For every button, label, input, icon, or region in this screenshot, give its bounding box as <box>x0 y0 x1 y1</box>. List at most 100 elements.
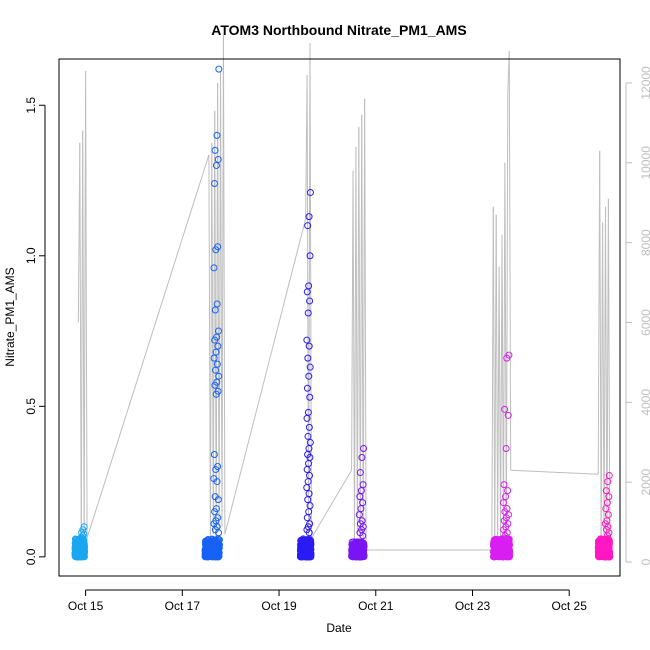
data-point <box>505 537 513 545</box>
line-segment <box>364 98 367 551</box>
data-point <box>306 553 314 561</box>
data-point <box>303 514 311 522</box>
data-point <box>304 432 312 440</box>
data-point <box>300 551 308 559</box>
data-point <box>210 354 218 362</box>
data-point <box>358 553 366 561</box>
line-segment <box>85 70 88 539</box>
data-point <box>491 544 499 552</box>
data-point <box>215 529 223 537</box>
data-point <box>215 372 223 380</box>
data-point <box>214 496 222 504</box>
data-point <box>212 390 220 398</box>
data-point <box>600 540 608 548</box>
data-point <box>210 264 218 272</box>
data-point <box>211 146 219 154</box>
data-point <box>211 306 219 314</box>
data-point <box>303 288 311 296</box>
data-point <box>297 541 305 549</box>
data-point <box>501 543 509 551</box>
y-tick-label: 1.5 <box>24 97 38 114</box>
data-point <box>356 493 364 501</box>
x-tick-label: Oct 15 <box>68 599 104 613</box>
data-point <box>358 454 366 461</box>
y2-tick-label: 0 <box>639 558 650 565</box>
data-point <box>213 360 221 368</box>
data-point <box>72 552 80 560</box>
data-point <box>303 414 311 422</box>
data-point <box>214 342 222 350</box>
points-layer <box>71 65 614 561</box>
y2-tick-label: 12000 <box>639 66 650 100</box>
x-tick-label: Oct 21 <box>358 599 394 613</box>
data-point <box>359 532 367 540</box>
data-point <box>307 538 315 546</box>
line-segment <box>311 469 353 539</box>
data-point <box>213 478 221 486</box>
data-point <box>212 246 220 254</box>
x-tick-label: Oct 23 <box>455 599 491 613</box>
data-point <box>349 541 357 549</box>
data-point <box>298 538 306 546</box>
data-point <box>305 372 313 380</box>
y-axis-label: Nitrate_PM1_AMS <box>3 267 17 366</box>
plot-frame <box>58 58 621 577</box>
y2-tick-label: 4000 <box>639 389 650 416</box>
data-point <box>504 487 512 495</box>
data-point <box>79 532 87 540</box>
data-point <box>80 550 88 558</box>
data-point <box>350 553 358 561</box>
data-point <box>201 539 209 547</box>
data-point <box>303 484 311 492</box>
data-point <box>602 505 610 513</box>
series-1 <box>71 523 89 561</box>
series-4 <box>348 444 368 561</box>
y2-tick-label: 2000 <box>639 469 650 496</box>
data-point <box>208 544 216 552</box>
data-point <box>213 300 221 308</box>
data-point <box>303 466 311 474</box>
x-tick-label: Oct 17 <box>165 599 201 613</box>
data-point <box>504 411 512 419</box>
x-axis-label: Date <box>326 621 352 635</box>
data-point <box>493 546 501 554</box>
data-point <box>355 511 363 519</box>
line-segment <box>86 154 210 539</box>
y-tick-label: 0.0 <box>24 548 38 565</box>
data-point <box>77 533 85 541</box>
data-point <box>605 542 613 550</box>
data-point <box>306 297 314 305</box>
data-point <box>214 327 222 335</box>
line-segment <box>599 150 602 547</box>
data-point <box>213 131 221 139</box>
line-segment <box>495 214 499 539</box>
data-point <box>211 508 219 516</box>
data-point <box>497 550 505 558</box>
data-point <box>211 366 219 374</box>
data-point <box>212 466 220 474</box>
data-point <box>306 393 314 401</box>
data-point <box>356 469 364 477</box>
data-point <box>499 499 507 507</box>
data-point <box>491 552 498 560</box>
data-point <box>75 548 83 556</box>
data-point <box>603 532 611 540</box>
series-3 <box>296 189 315 561</box>
axes-layer: Oct 15 Oct 17 Oct 19 Oct 21 Oct 23 Oct 25 0.0 0… <box>24 66 650 613</box>
line-segment <box>505 94 509 535</box>
series-6 <box>594 472 614 561</box>
data-point <box>306 363 314 371</box>
y2-tick-label: 6000 <box>639 309 650 336</box>
y2-tick-label: 8000 <box>639 229 650 256</box>
line-segment <box>508 51 512 471</box>
data-point <box>502 493 510 501</box>
data-point <box>595 550 603 558</box>
data-point <box>211 381 219 389</box>
data-point <box>211 336 219 344</box>
data-point <box>306 189 314 197</box>
x-tick-label: Oct 25 <box>552 599 588 613</box>
data-point <box>495 552 503 560</box>
data-point <box>596 536 604 544</box>
data-point <box>304 309 312 317</box>
data-point <box>212 161 220 169</box>
